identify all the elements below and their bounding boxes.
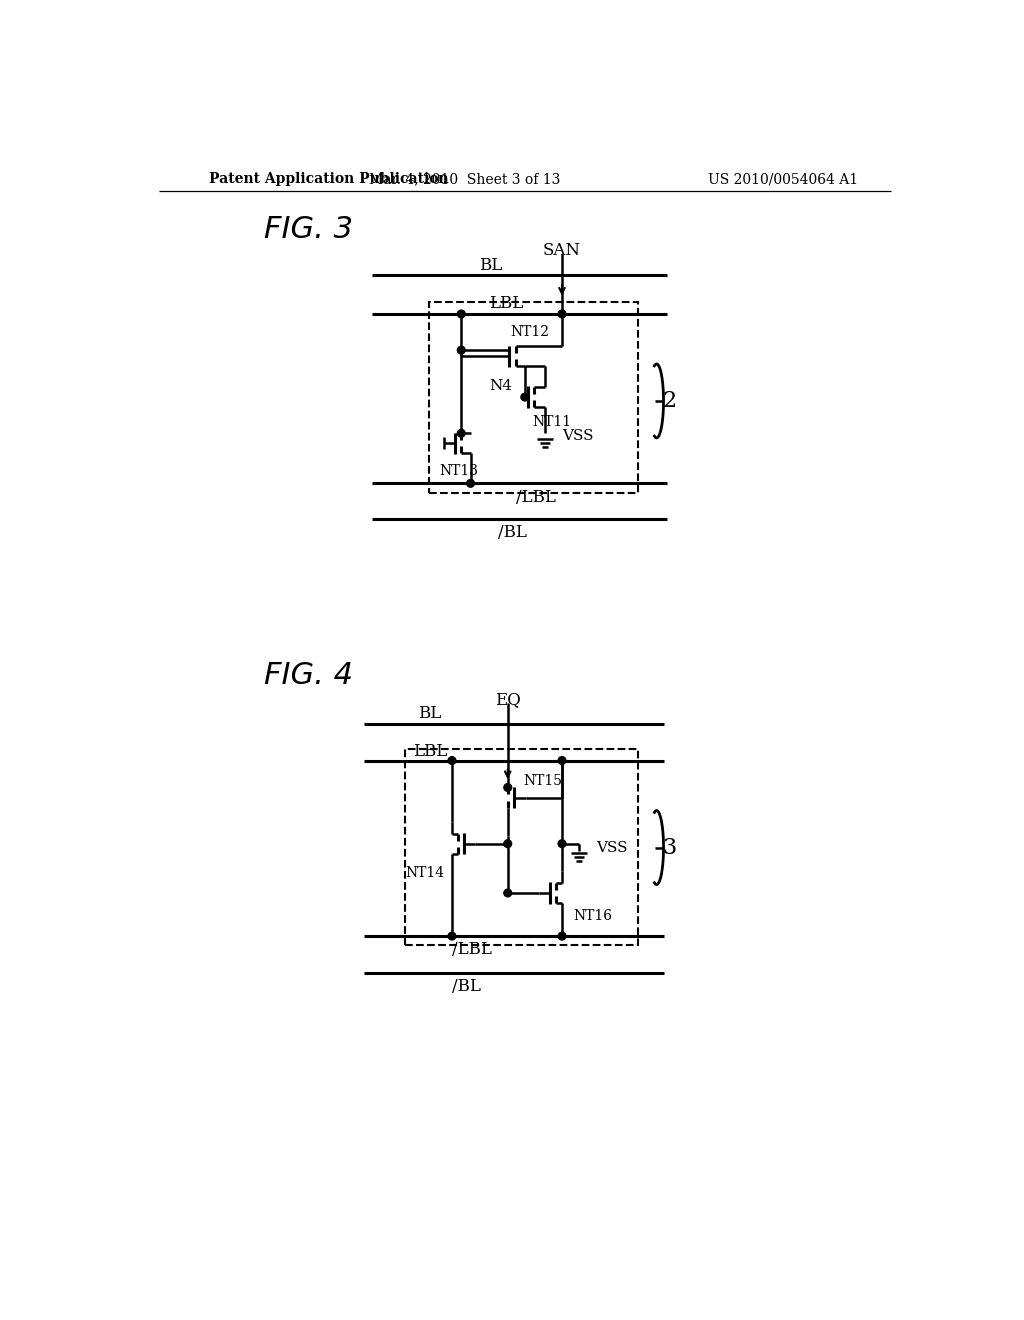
Circle shape: [458, 310, 465, 318]
Text: /BL: /BL: [499, 524, 527, 541]
Circle shape: [449, 932, 456, 940]
Text: NT16: NT16: [573, 909, 612, 923]
Text: FIG. 4: FIG. 4: [263, 661, 352, 690]
Text: US 2010/0054064 A1: US 2010/0054064 A1: [708, 172, 858, 186]
Text: LBL: LBL: [489, 296, 523, 313]
Text: NT13: NT13: [439, 465, 478, 478]
Text: NT11: NT11: [532, 414, 571, 429]
Text: VSS: VSS: [562, 429, 594, 442]
Text: VSS: VSS: [596, 841, 628, 854]
Text: NT12: NT12: [511, 325, 550, 339]
Circle shape: [558, 756, 566, 764]
Text: NT15: NT15: [523, 774, 562, 788]
Text: LBL: LBL: [414, 743, 447, 760]
Bar: [406, 748, 638, 945]
Circle shape: [521, 393, 528, 401]
Text: /BL: /BL: [452, 978, 481, 995]
Text: N4: N4: [489, 379, 512, 393]
Text: /LBL: /LBL: [515, 488, 555, 506]
Circle shape: [558, 932, 566, 940]
Circle shape: [458, 346, 465, 354]
Circle shape: [467, 479, 474, 487]
Text: 2: 2: [663, 389, 677, 412]
Circle shape: [504, 784, 512, 792]
Circle shape: [558, 310, 566, 318]
Text: FIG. 3: FIG. 3: [263, 215, 352, 244]
Circle shape: [458, 429, 465, 437]
Circle shape: [504, 890, 512, 896]
Circle shape: [449, 756, 456, 764]
Text: /LBL: /LBL: [452, 941, 492, 958]
Circle shape: [558, 840, 566, 847]
Text: BL: BL: [479, 257, 503, 275]
Text: SAN: SAN: [543, 243, 581, 259]
Text: EQ: EQ: [495, 692, 520, 709]
Text: NT14: NT14: [406, 866, 444, 880]
Bar: [429, 302, 638, 494]
Text: Patent Application Publication: Patent Application Publication: [209, 172, 449, 186]
Text: Mar. 4, 2010  Sheet 3 of 13: Mar. 4, 2010 Sheet 3 of 13: [370, 172, 561, 186]
Text: 3: 3: [663, 837, 677, 858]
Text: BL: BL: [418, 705, 441, 722]
Circle shape: [504, 840, 512, 847]
